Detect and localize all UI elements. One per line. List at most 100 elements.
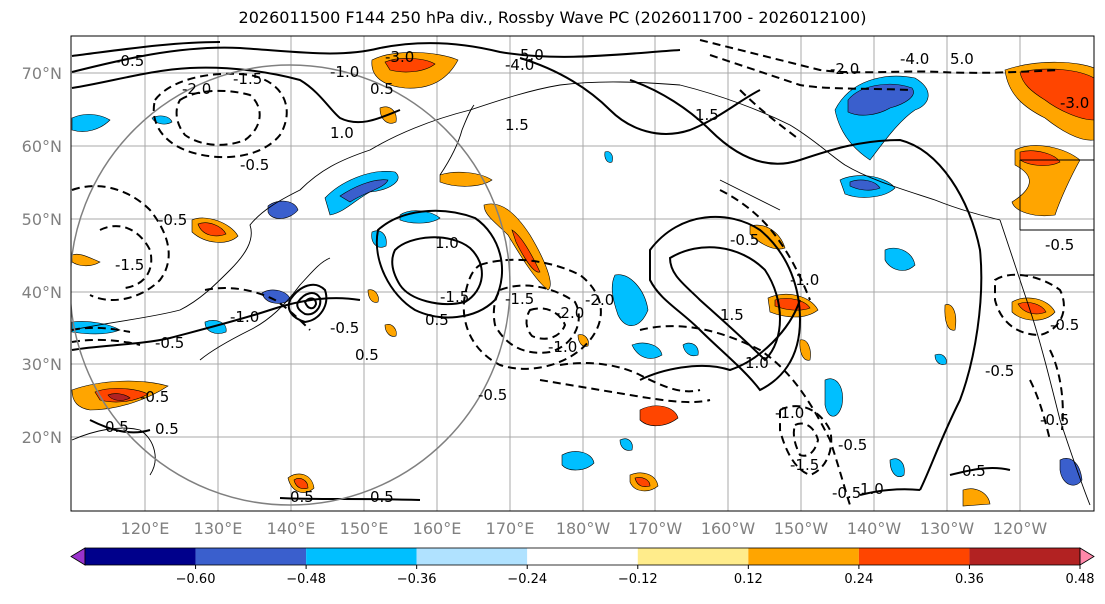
contour-label: -2.0 [555, 304, 584, 322]
contour-label: -1.5 [505, 290, 534, 308]
lon-label: 130°E [194, 519, 243, 538]
contour-negative [559, 362, 701, 393]
contour-label: -0.5 [140, 388, 169, 406]
positive-anomaly [634, 477, 651, 488]
negative-anomaly [889, 458, 905, 478]
contour-label: 0.5 [290, 488, 314, 506]
contour-positive [668, 246, 781, 362]
contour-label: 0.5 [155, 420, 179, 438]
colorbar-tick-label: 0.48 [1066, 572, 1095, 587]
negative-anomaly [1059, 458, 1083, 486]
colorbar-tick-label: −0.60 [176, 572, 216, 587]
lat-label: 20°N [22, 428, 62, 447]
contour-label: 1.5 [695, 106, 719, 124]
contour-label: -0.5 [158, 211, 187, 229]
contour-label: -1.5 [440, 288, 469, 306]
contour-negative [71, 185, 170, 301]
contour-label: 1.0 [330, 124, 354, 142]
positive-anomaly [384, 58, 436, 73]
contour-negative [71, 326, 131, 333]
negative-anomaly [71, 321, 121, 335]
contour-label: -0.5 [240, 156, 269, 174]
lon-label: 130°W [920, 519, 975, 538]
colorbar-tick-label: −0.48 [286, 572, 326, 587]
positive-anomaly [1019, 150, 1061, 166]
negative-anomaly [339, 179, 389, 203]
negative-anomaly [824, 378, 843, 417]
contour-label: 0.5 [105, 418, 129, 436]
wave-guide [71, 41, 221, 57]
negative-anomaly [71, 114, 111, 132]
coastlines [71, 81, 1094, 506]
latitude-labels: 70°N 60°N 50°N 40°N 30°N 20°N [22, 64, 62, 447]
contour-label: -1.0 [790, 271, 819, 289]
contour-label: 0.5 [425, 311, 449, 329]
negative-anomaly [611, 274, 649, 326]
contour-label: 1.0 [860, 480, 884, 498]
contour-label: 5.0 [520, 46, 544, 64]
positive-anomaly [774, 298, 811, 311]
colorbar-segment [637, 548, 749, 565]
contour-label: 5.0 [950, 50, 974, 68]
contour-label: -0.5 [730, 231, 759, 249]
contour-label: -2.0 [585, 291, 614, 309]
lon-label: 140°E [267, 519, 316, 538]
lon-label: 180°W [556, 519, 611, 538]
contour-label: -0.5 [1045, 236, 1074, 254]
negative-anomaly [561, 451, 595, 471]
lon-label: 150°E [340, 519, 389, 538]
contour-label: -1.0 [775, 404, 804, 422]
contour-label: -4.0 [900, 50, 929, 68]
contour-label: -0.5 [1040, 411, 1069, 429]
lat-label: 30°N [22, 355, 62, 374]
contour-label: -1.0 [230, 308, 259, 326]
lon-label: 160°W [701, 519, 756, 538]
contour-negative [525, 307, 567, 340]
contour-label: -1.5 [233, 70, 262, 88]
contour-label: -2.0 [182, 80, 211, 98]
contour-negative [719, 189, 811, 301]
negative-anomaly [604, 151, 613, 163]
lat-label: 40°N [22, 283, 62, 302]
contour-negative [792, 422, 820, 457]
positive-anomaly [1019, 68, 1094, 121]
contour-positive [519, 57, 761, 135]
contour-label: 0.5 [355, 346, 379, 364]
colorbar-segment [527, 548, 638, 565]
contour-label: -0.5 [478, 386, 507, 404]
figure-title: 2026011500 F144 250 hPa div., Rossby Wav… [238, 8, 867, 27]
colorbar: −0.60 −0.48 −0.36 −0.24 −0.12 0.12 0.24 0.36 0.4… [70, 547, 1095, 587]
contour-positive [949, 466, 1011, 476]
colorbar-segment [306, 548, 417, 565]
contour-label: 1.5 [505, 116, 529, 134]
contour-label: -0.5 [985, 362, 1014, 380]
colorbar-tick-label: −0.12 [618, 572, 658, 587]
contour-label: -1.5 [115, 256, 144, 274]
contour-positive [649, 215, 802, 392]
positive-anomaly [639, 405, 679, 427]
contour-positive [89, 419, 151, 434]
contour-positive [639, 299, 801, 381]
colorbar-segment [858, 548, 970, 565]
colorbar-segment [416, 548, 528, 565]
lon-label: 120°W [993, 519, 1048, 538]
positive-anomaly [71, 253, 101, 267]
negative-anomaly [619, 438, 633, 451]
negative-anomaly [631, 342, 663, 359]
contour-label: 1.5 [720, 306, 744, 324]
negative-anomaly [884, 247, 916, 271]
positive-anomaly [799, 339, 811, 361]
contour-positive [71, 42, 681, 73]
contour-label: -0.5 [838, 436, 867, 454]
contour-label: 0.5 [370, 80, 394, 98]
colorbar-tick-label: 0.12 [734, 572, 763, 587]
contour-negative [99, 225, 153, 289]
contour-lines-dashed [71, 39, 1065, 506]
contour-label-layer: -0.5 -3.0 -1.0 -4.0 5.0 -4.0 5.0 -3.0 -1… [105, 46, 1089, 506]
contour-positive [859, 488, 921, 496]
colorbar-tick-label: 0.36 [955, 572, 984, 587]
contour-negative [1029, 379, 1051, 441]
lon-label: 140°W [847, 519, 902, 538]
contour-negative [709, 54, 911, 91]
contour-negative [539, 379, 711, 404]
